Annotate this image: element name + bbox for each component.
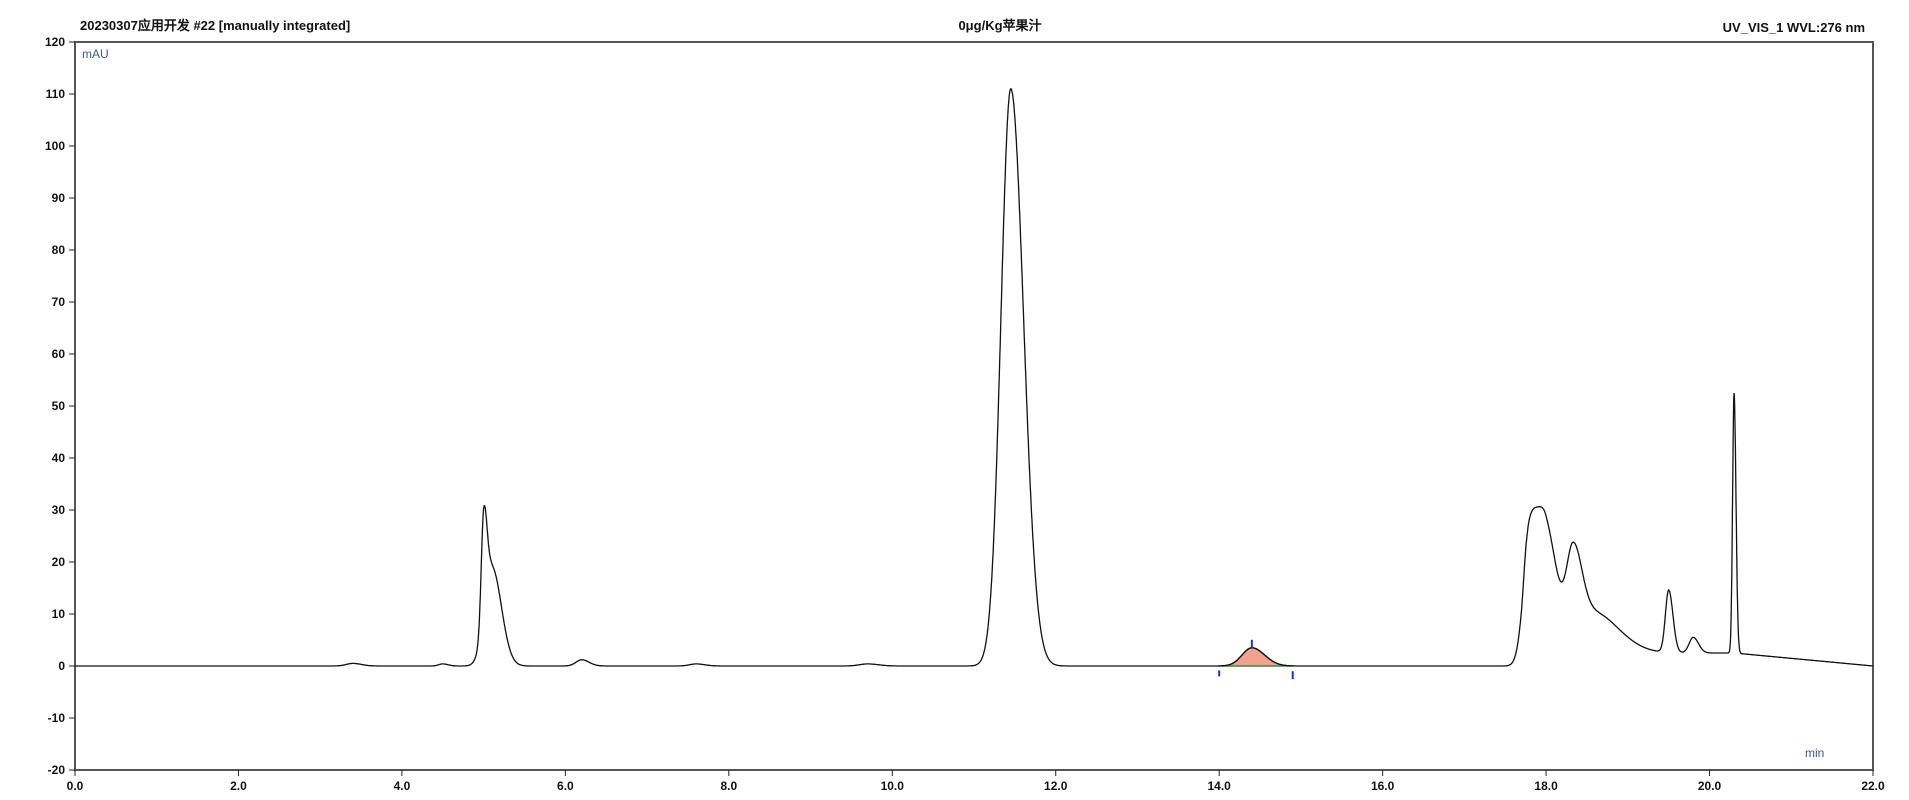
y-tick-label: 10: [52, 607, 66, 621]
y-tick-label: 80: [52, 243, 66, 257]
x-tick-label: 18.0: [1534, 779, 1558, 793]
y-tick-label: 70: [52, 295, 66, 309]
y-tick-label: 120: [45, 35, 65, 49]
y-tick-label: 20: [52, 555, 66, 569]
plot-frame: [74, 41, 1874, 771]
x-axis-label: min: [1805, 746, 1824, 760]
y-tick-label: 100: [45, 139, 65, 153]
chromatogram-trace: [75, 88, 1873, 667]
y-axis-label: mAU: [82, 47, 109, 61]
x-tick-label: 10.0: [881, 779, 905, 793]
y-tick-label: 0: [58, 659, 65, 673]
x-tick-label: 16.0: [1371, 779, 1395, 793]
x-tick-label: 2.0: [230, 779, 247, 793]
y-tick-label: 60: [52, 347, 66, 361]
x-tick-label: 8.0: [720, 779, 737, 793]
y-tick-label: 90: [52, 191, 66, 205]
integrated-peak-area: [1218, 647, 1294, 667]
x-tick-label: 4.0: [394, 779, 411, 793]
x-tick-label: 20.0: [1698, 779, 1722, 793]
header-left: 20230307应用开发 #22 [manually integrated]: [80, 18, 350, 33]
y-tick-label: -20: [48, 763, 66, 777]
y-tick-label: 110: [46, 87, 66, 101]
y-tick-label: -10: [48, 711, 66, 725]
x-tick-label: 0.0: [67, 779, 84, 793]
x-tick-label: 6.0: [557, 779, 574, 793]
x-tick-label: 22.0: [1861, 779, 1885, 793]
y-tick-label: 50: [52, 399, 66, 413]
y-tick-label: 30: [52, 503, 66, 517]
x-tick-label: 14.0: [1208, 779, 1232, 793]
header-right: UV_VIS_1 WVL:276 nm: [1723, 20, 1865, 35]
header-center: 0μg/Kg苹果汁: [958, 18, 1041, 33]
y-tick-label: 40: [52, 451, 66, 465]
x-tick-label: 12.0: [1044, 779, 1068, 793]
